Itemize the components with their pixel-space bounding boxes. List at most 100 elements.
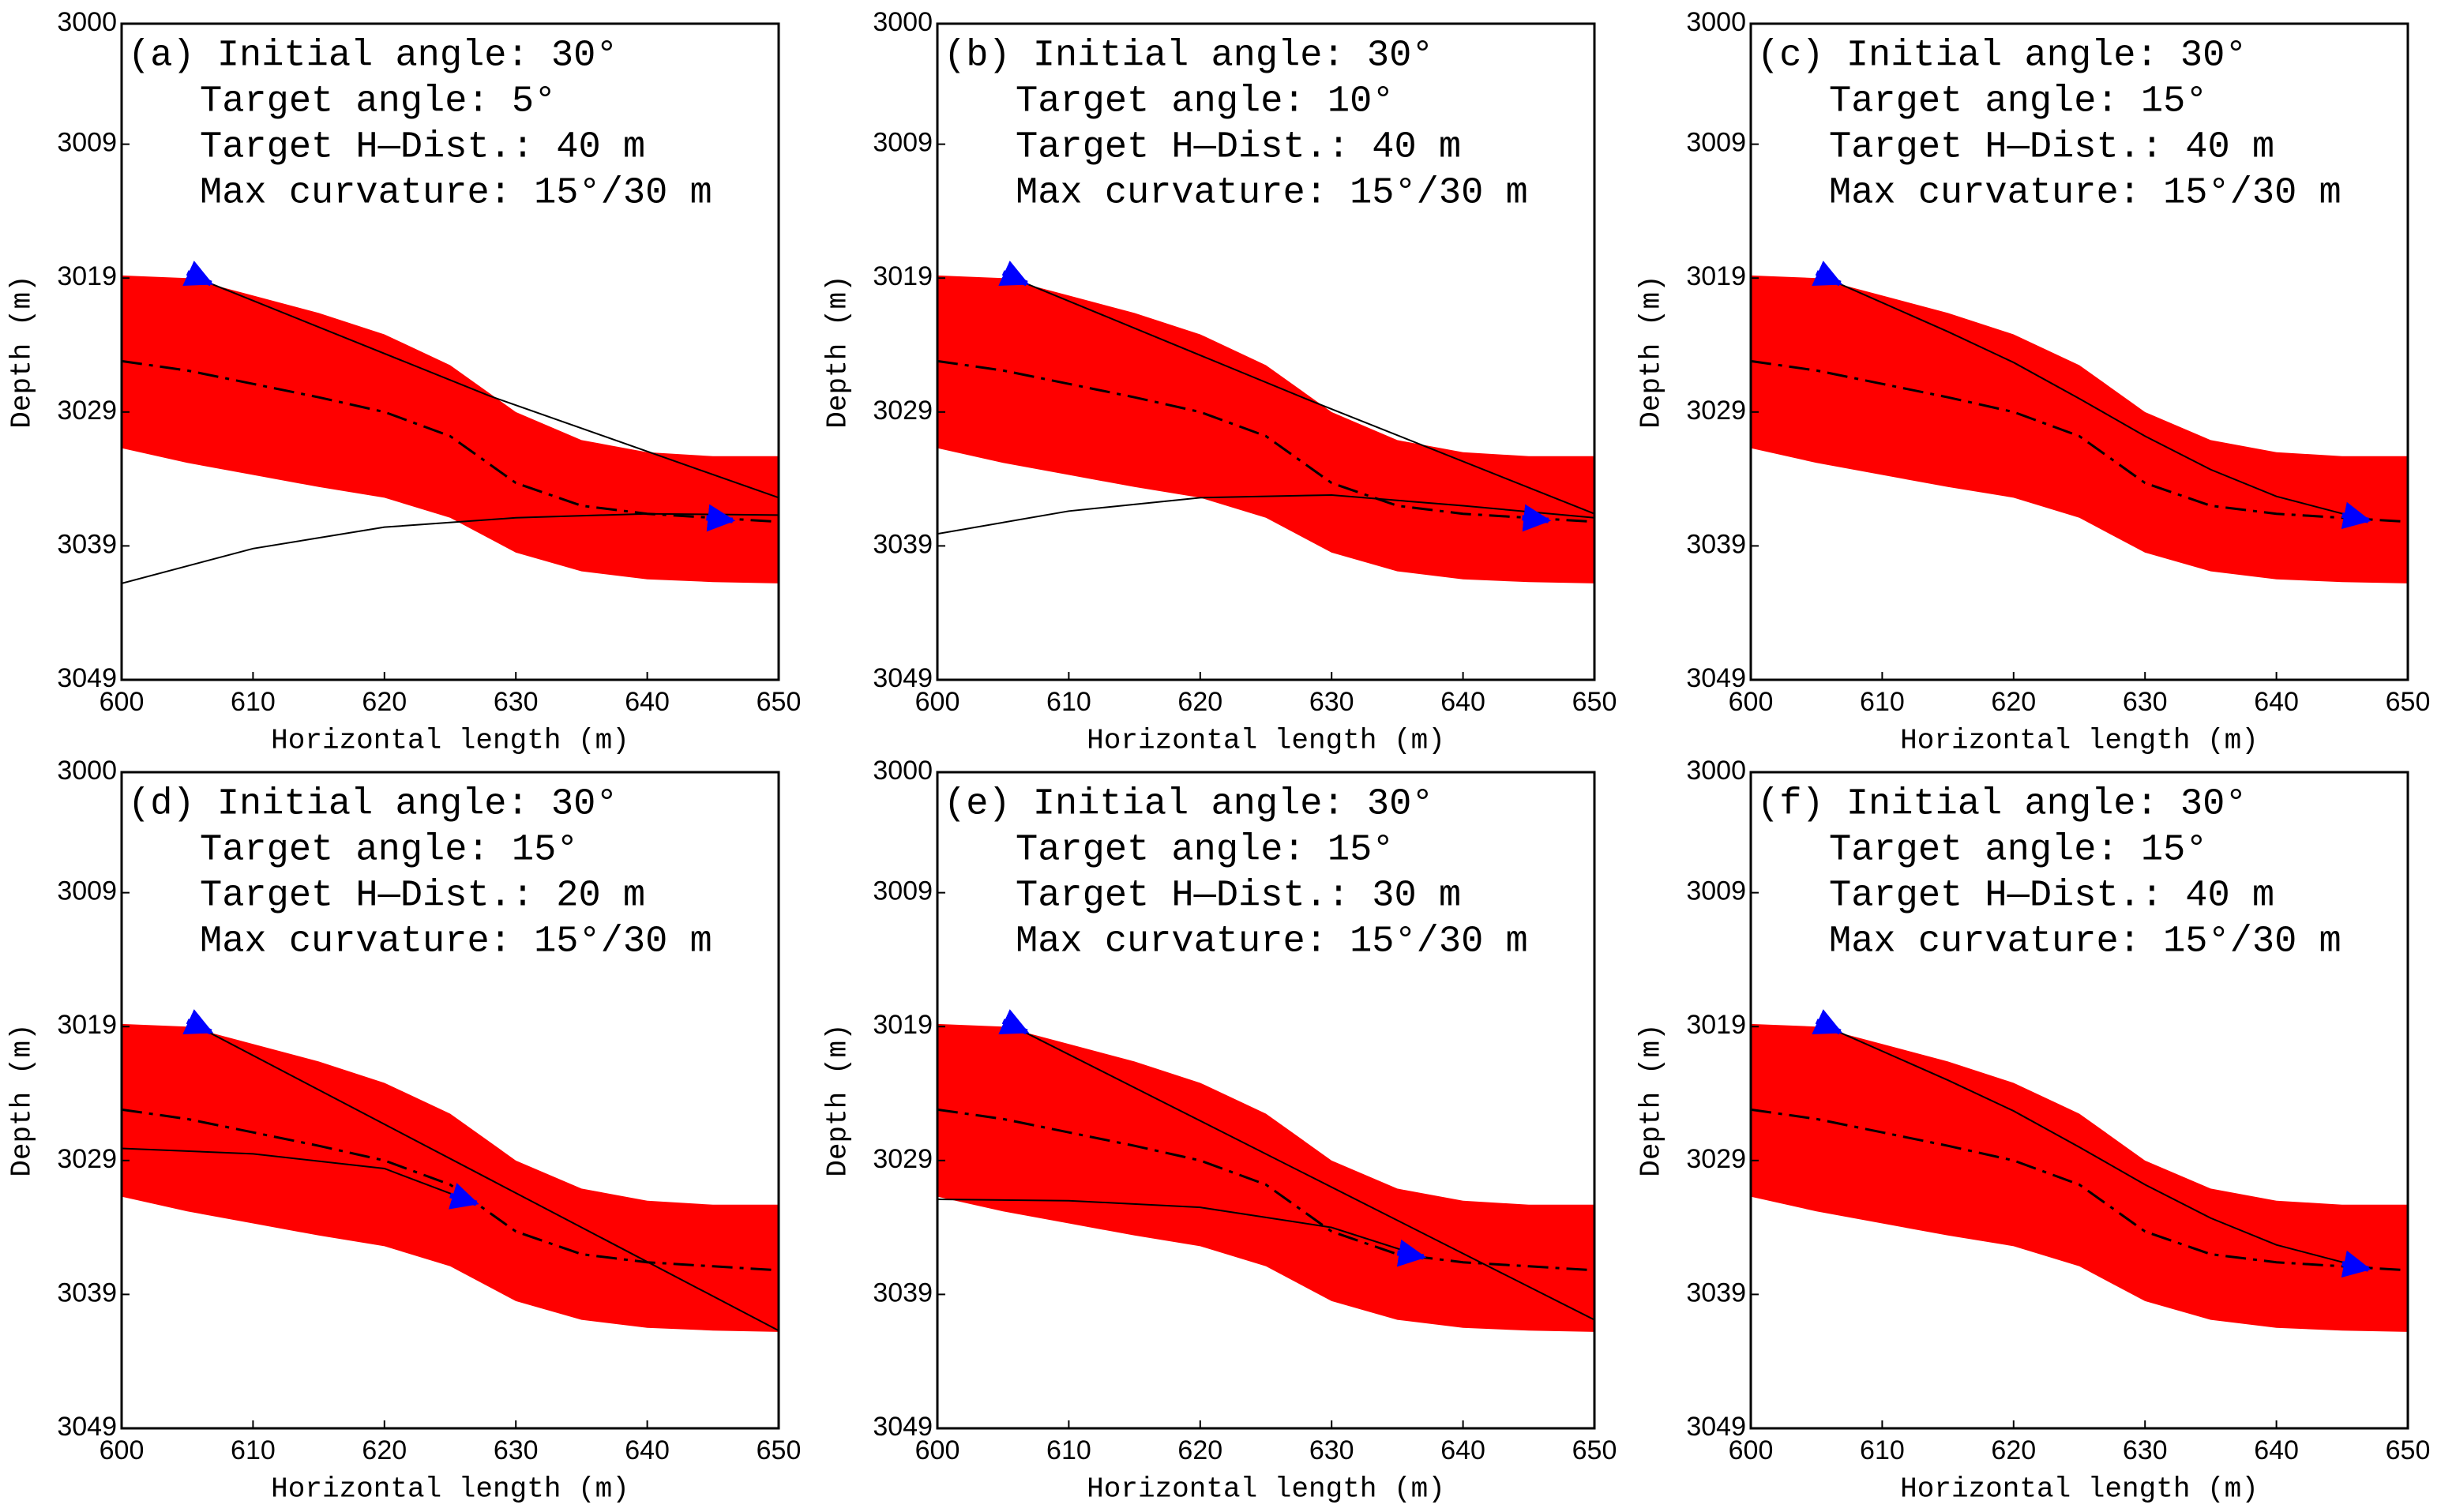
x-tick-label: 600 [1729, 687, 1774, 717]
y-tick-label: 3000 [57, 7, 117, 37]
arrow [1396, 1239, 1427, 1267]
arrow [706, 504, 736, 532]
x-tick-label: 630 [2123, 1435, 2168, 1465]
band [937, 1023, 1594, 1332]
panel: 600 610 620 630 640 650 3000 3009 3019 3029 3039 30… [6, 756, 802, 1506]
x-tick-label: 650 [1572, 687, 1617, 717]
y-tick-label: 3009 [57, 876, 117, 906]
x-tick-label: 640 [1440, 1435, 1485, 1465]
plot-area [1751, 1009, 2408, 1332]
plot-area [937, 1009, 1594, 1332]
y-tick-label: 3019 [57, 1010, 117, 1040]
trajectory [937, 1198, 1424, 1258]
plot-frame [936, 22, 1596, 681]
x-axis-label: Horizontal length (m) [1900, 725, 2259, 757]
annotation: Max curvature: 15°/30 m [1016, 172, 1528, 214]
x-tick-label: 610 [1860, 1435, 1905, 1465]
x-tick-label: 650 [757, 1435, 802, 1465]
annotation: (f) Initial angle: 30° [1757, 783, 2248, 825]
y-axis-label: Depth (m) [1635, 275, 1668, 428]
x-tick-label: 620 [362, 1435, 407, 1465]
x-tick-label: 630 [494, 687, 539, 717]
y-tick-label: 3049 [57, 663, 117, 693]
annotation: Target H—Dist.: 40 m [1829, 875, 2274, 917]
plot-area [122, 1009, 779, 1332]
x-tick-label: 610 [1860, 687, 1905, 717]
y-tick-label: 3000 [1686, 756, 1746, 786]
y-tick-label: 3009 [1686, 876, 1746, 906]
y-axis-label: Depth (m) [822, 275, 854, 428]
trajectory [122, 359, 779, 523]
x-axis-label: Horizontal length (m) [1087, 725, 1445, 757]
annotation: Target angle: 15° [200, 829, 578, 871]
annotation: Target angle: 5° [200, 81, 556, 122]
x-tick-label: 650 [1572, 1435, 1617, 1465]
x-tick-label: 600 [915, 687, 960, 717]
x-tick-label: 650 [2386, 1435, 2431, 1465]
x-tick-label: 600 [100, 687, 145, 717]
y-tick-label: 3049 [1686, 663, 1746, 693]
band [122, 1023, 779, 1332]
annotation: Target H—Dist.: 20 m [200, 875, 645, 917]
y-tick-label: 3019 [1686, 1010, 1746, 1040]
y-tick-label: 3029 [873, 396, 933, 426]
plot-frame [120, 22, 780, 681]
panel: 600 610 620 630 640 650 3000 3009 3019 3029 3039 30… [1635, 756, 2431, 1506]
y-tick-label: 3000 [873, 7, 933, 37]
arrow [1812, 1009, 1843, 1035]
trajectory [200, 278, 779, 499]
x-axis-label: Horizontal length (m) [271, 725, 629, 757]
annotation: (d) Initial angle: 30° [128, 783, 618, 825]
annotation: (a) Initial angle: 30° [128, 35, 618, 77]
y-tick-label: 3000 [57, 756, 117, 786]
plot-frame [1749, 771, 2409, 1430]
x-axis-label: Horizontal length (m) [1087, 1473, 1445, 1506]
annotation: (b) Initial angle: 30° [944, 35, 1434, 77]
plot-area [122, 261, 779, 584]
annotation: Target angle: 10° [1016, 81, 1394, 122]
trajectory [1751, 1108, 2408, 1272]
x-tick-label: 610 [1046, 687, 1091, 717]
band [937, 275, 1594, 583]
x-tick-label: 620 [1177, 687, 1222, 717]
annotation: Max curvature: 15°/30 m [1016, 921, 1528, 962]
y-tick-label: 3029 [1686, 1144, 1746, 1174]
annotation: (c) Initial angle: 30° [1757, 35, 2248, 77]
x-tick-label: 650 [757, 687, 802, 717]
x-tick-label: 640 [625, 687, 670, 717]
annotation: Target angle: 15° [1829, 829, 2207, 871]
annotation: Target angle: 15° [1829, 81, 2207, 122]
annotation: Target H—Dist.: 40 m [1829, 126, 2274, 168]
panel: 600 610 620 630 640 650 3000 3009 3019 3029 3039 30… [822, 7, 1617, 757]
arrow [182, 261, 214, 287]
y-tick-label: 3049 [873, 1412, 933, 1442]
x-tick-label: 630 [2123, 687, 2168, 717]
trajectory [1829, 1027, 2369, 1270]
annotation: Max curvature: 15°/30 m [200, 921, 712, 962]
annotation: Target H—Dist.: 30 m [1016, 875, 1461, 917]
y-tick-label: 3039 [873, 1278, 933, 1308]
band [1751, 275, 2408, 583]
band [1751, 1023, 2408, 1332]
y-tick-label: 3019 [873, 1010, 933, 1040]
panel: 600 610 620 630 640 650 3000 3009 3019 3029 3039 30… [6, 7, 802, 757]
y-tick-label: 3019 [57, 261, 117, 291]
y-tick-label: 3049 [873, 663, 933, 693]
y-tick-label: 3000 [1686, 7, 1746, 37]
plot-area [937, 261, 1594, 583]
y-tick-label: 3029 [57, 396, 117, 426]
x-tick-label: 610 [1046, 1435, 1091, 1465]
band [122, 275, 779, 583]
arrow [998, 1009, 1030, 1035]
y-tick-label: 3009 [873, 128, 933, 158]
annotation: Max curvature: 15°/30 m [1829, 172, 2341, 214]
arrow [182, 1009, 214, 1035]
y-tick-label: 3009 [57, 128, 117, 158]
y-tick-label: 3039 [57, 1278, 117, 1308]
y-tick-label: 3039 [873, 529, 933, 559]
x-tick-label: 640 [2254, 1435, 2299, 1465]
trajectory [1016, 1027, 1594, 1321]
y-tick-label: 3009 [1686, 128, 1746, 158]
arrow [2341, 501, 2372, 530]
x-tick-label: 620 [1991, 1435, 2036, 1465]
